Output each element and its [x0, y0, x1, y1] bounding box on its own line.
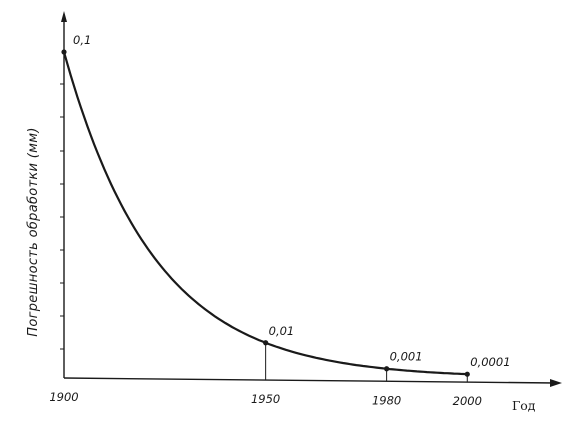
data-point	[384, 366, 390, 372]
series-line	[62, 50, 469, 376]
x-axis	[63, 377, 557, 384]
y-axis-minor-ticks	[60, 83, 64, 350]
data-labels: 0,1 0,01 0,001 0,0001	[73, 33, 511, 369]
data-label: 0,1	[73, 33, 91, 47]
x-tick-label: 1980	[372, 393, 401, 407]
data-point	[263, 340, 269, 346]
data-point	[464, 371, 470, 377]
drop-lines	[265, 342, 468, 383]
y-axis-arrow	[61, 11, 67, 22]
x-tick-label: 1900	[49, 390, 78, 404]
data-label: 0,0001	[470, 355, 510, 369]
data-point	[61, 49, 67, 55]
data-label: 0,01	[269, 324, 295, 338]
x-tick-label: 2000	[453, 394, 482, 408]
x-axis-arrow	[550, 379, 562, 387]
data-label: 0,001	[390, 350, 423, 364]
x-axis-title: Год	[512, 398, 536, 413]
x-tick-label: 1950	[251, 392, 280, 406]
x-tick-labels: 1900 1950 1980 2000	[49, 390, 482, 408]
data-points	[61, 49, 470, 377]
y-axis-title: Погрешность обработки (мм)	[26, 127, 41, 336]
